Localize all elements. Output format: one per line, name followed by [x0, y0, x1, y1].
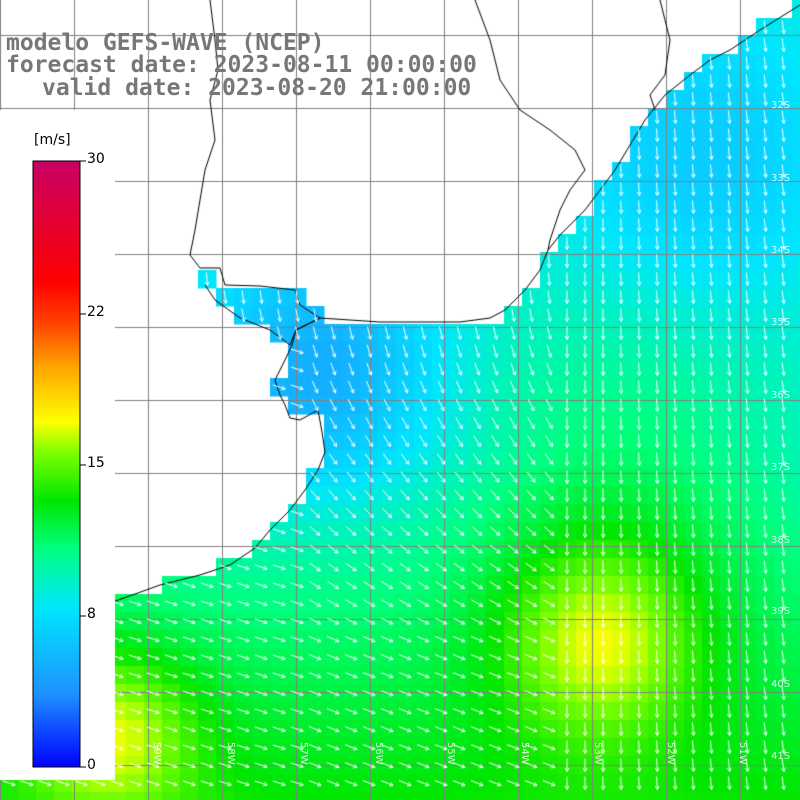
lon-label-55w: 55W	[445, 742, 456, 765]
colorbar-tick-8: 8	[87, 606, 96, 622]
valid-date: valid date: 2023-08-20 21:00:00	[42, 75, 472, 101]
lat-label-33s: 33S	[771, 173, 791, 184]
colorbar-tick-0: 0	[87, 757, 96, 773]
colorbar-tick-15: 15	[87, 455, 105, 471]
lon-label-53w: 53W	[592, 742, 603, 765]
lon-label-57w: 57W	[298, 742, 309, 765]
colorbar-tick-30: 30	[87, 151, 105, 167]
lat-label-35s: 35S	[771, 317, 791, 328]
lat-label-32s: 32S	[771, 100, 791, 111]
lon-label-61w: 61W	[11, 742, 22, 765]
lat-label-39s: 39S	[771, 606, 791, 617]
lat-label-34s: 34S	[771, 245, 791, 256]
lat-label-41s: 41S	[771, 751, 791, 762]
lat-label-40s: 40S	[771, 679, 791, 690]
colorbar-tick-22: 22	[87, 304, 105, 320]
lon-label-52w: 52W	[665, 742, 676, 765]
lat-label-37s: 37S	[771, 462, 791, 473]
colorbar-unit: [m/s]	[34, 132, 71, 148]
lon-label-51w: 51W	[737, 742, 748, 765]
forecast-date: forecast date: 2023-08-11 00:00:00	[6, 52, 477, 78]
lat-label-36s: 36S	[771, 390, 791, 401]
lon-label-59w: 59W	[151, 742, 162, 765]
lat-label-38s: 38S	[771, 535, 791, 546]
model-title: modelo GEFS-WAVE (NCEP)	[6, 30, 325, 56]
lon-label-56w: 56W	[373, 742, 384, 765]
lon-label-58w: 58W	[225, 742, 236, 765]
lon-label-54w: 54W	[519, 742, 530, 765]
lon-label-60w: 60W	[79, 742, 90, 765]
